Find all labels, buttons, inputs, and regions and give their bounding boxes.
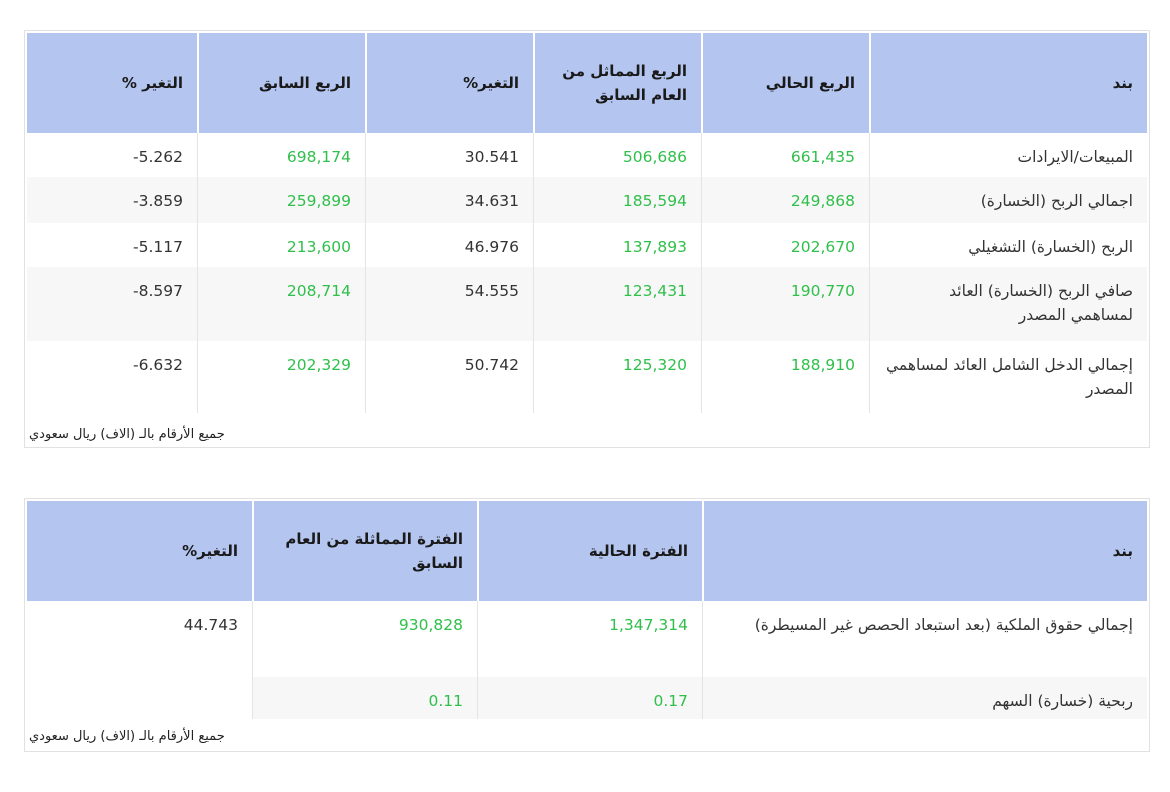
row-item: إجمالي حقوق الملكية (بعد استبعاد الحصص غ… xyxy=(702,601,1147,677)
table-row: المبيعات/الايرادات 661,435 506,686 30.54… xyxy=(27,133,1147,177)
row-change-qoq: 5.117- xyxy=(133,238,183,256)
row-change-yoy: 34.631 xyxy=(365,177,533,223)
table-row: ربحية (خسارة) السهم 0.17 0.11 xyxy=(27,677,1147,719)
row-current: 249,868 xyxy=(701,177,869,223)
row-change-qoq: 6.632- xyxy=(133,356,183,374)
row-previous: 208,714 xyxy=(197,267,365,341)
row-current: 188,910 xyxy=(701,341,869,413)
row-previous: 202,329 xyxy=(197,341,365,413)
table-row: اجمالي الربح (الخسارة) 249,868 185,594 3… xyxy=(27,177,1147,223)
row-same-last-year: 0.11 xyxy=(252,677,477,719)
row-previous: 213,600 xyxy=(197,223,365,267)
header-same-quarter-last-year: الربع المماثل من العام السابق xyxy=(533,33,701,133)
equity-eps-table: بند الفترة الحالية الفترة المماثلة من ال… xyxy=(27,501,1147,719)
row-change xyxy=(27,677,252,719)
units-note: جميع الأرقام بالـ (الاف) ريال سعودي xyxy=(29,729,225,744)
row-current: 202,670 xyxy=(701,223,869,267)
row-same-last-year: 506,686 xyxy=(533,133,701,177)
header-change-yoy: التغير% xyxy=(365,33,533,133)
row-previous: 698,174 xyxy=(197,133,365,177)
row-current: 1,347,314 xyxy=(477,601,702,677)
header-previous-quarter: الربع السابق xyxy=(197,33,365,133)
row-change-qoq: 3.859- xyxy=(27,177,197,223)
header-current-quarter: الربع الحالي xyxy=(701,33,869,133)
row-change-yoy: 30.541 xyxy=(365,133,533,177)
header-current-period: الفترة الحالية xyxy=(477,501,702,601)
row-change-qoq: 5.262- xyxy=(133,148,183,166)
row-change-yoy: 46.976 xyxy=(365,223,533,267)
row-item: المبيعات/الايرادات xyxy=(869,133,1147,177)
row-same-last-year: 125,320 xyxy=(533,341,701,413)
header-item: بند xyxy=(702,501,1147,601)
table-row: صافي الربح (الخسارة) العائد لمساهمي المص… xyxy=(27,267,1147,341)
table-row: الربح (الخسارة) التشغيلي 202,670 137,893… xyxy=(27,223,1147,267)
quarterly-results-panel: بند الربع الحالي الربع المماثل من العام … xyxy=(24,30,1150,448)
row-item: ربحية (خسارة) السهم xyxy=(702,677,1147,719)
row-same-last-year: 185,594 xyxy=(533,177,701,223)
equity-eps-panel: بند الفترة الحالية الفترة المماثلة من ال… xyxy=(24,498,1150,752)
header-same-period-last-year: الفترة المماثلة من العام السابق xyxy=(252,501,477,601)
row-same-last-year: 123,431 xyxy=(533,267,701,341)
row-change: 44.743 xyxy=(183,616,238,634)
row-item: صافي الربح (الخسارة) العائد لمساهمي المص… xyxy=(869,267,1147,341)
row-change-qoq: 8.597- xyxy=(27,267,197,341)
row-item: اجمالي الربح (الخسارة) xyxy=(869,177,1147,223)
row-current: 190,770 xyxy=(701,267,869,341)
table-header-row: بند الفترة الحالية الفترة المماثلة من ال… xyxy=(27,501,1147,601)
row-same-last-year: 930,828 xyxy=(252,601,477,677)
table-row: إجمالي حقوق الملكية (بعد استبعاد الحصص غ… xyxy=(27,601,1147,677)
header-change-qoq: التغير % xyxy=(27,33,197,133)
table-header-row: بند الربع الحالي الربع المماثل من العام … xyxy=(27,33,1147,133)
row-previous: 259,899 xyxy=(197,177,365,223)
row-same-last-year: 137,893 xyxy=(533,223,701,267)
quarterly-results-table: بند الربع الحالي الربع المماثل من العام … xyxy=(27,33,1147,413)
row-item: الربح (الخسارة) التشغيلي xyxy=(869,223,1147,267)
row-current: 661,435 xyxy=(701,133,869,177)
header-item: بند xyxy=(869,33,1147,133)
row-change-yoy: 54.555 xyxy=(365,267,533,341)
row-change-yoy: 50.742 xyxy=(365,341,533,413)
row-item: إجمالي الدخل الشامل العائد لمساهمي المصد… xyxy=(869,341,1147,413)
units-note: جميع الأرقام بالـ (الاف) ريال سعودي xyxy=(29,427,225,442)
table-row: إجمالي الدخل الشامل العائد لمساهمي المصد… xyxy=(27,341,1147,413)
row-current: 0.17 xyxy=(477,677,702,719)
header-change: التغير% xyxy=(27,501,252,601)
